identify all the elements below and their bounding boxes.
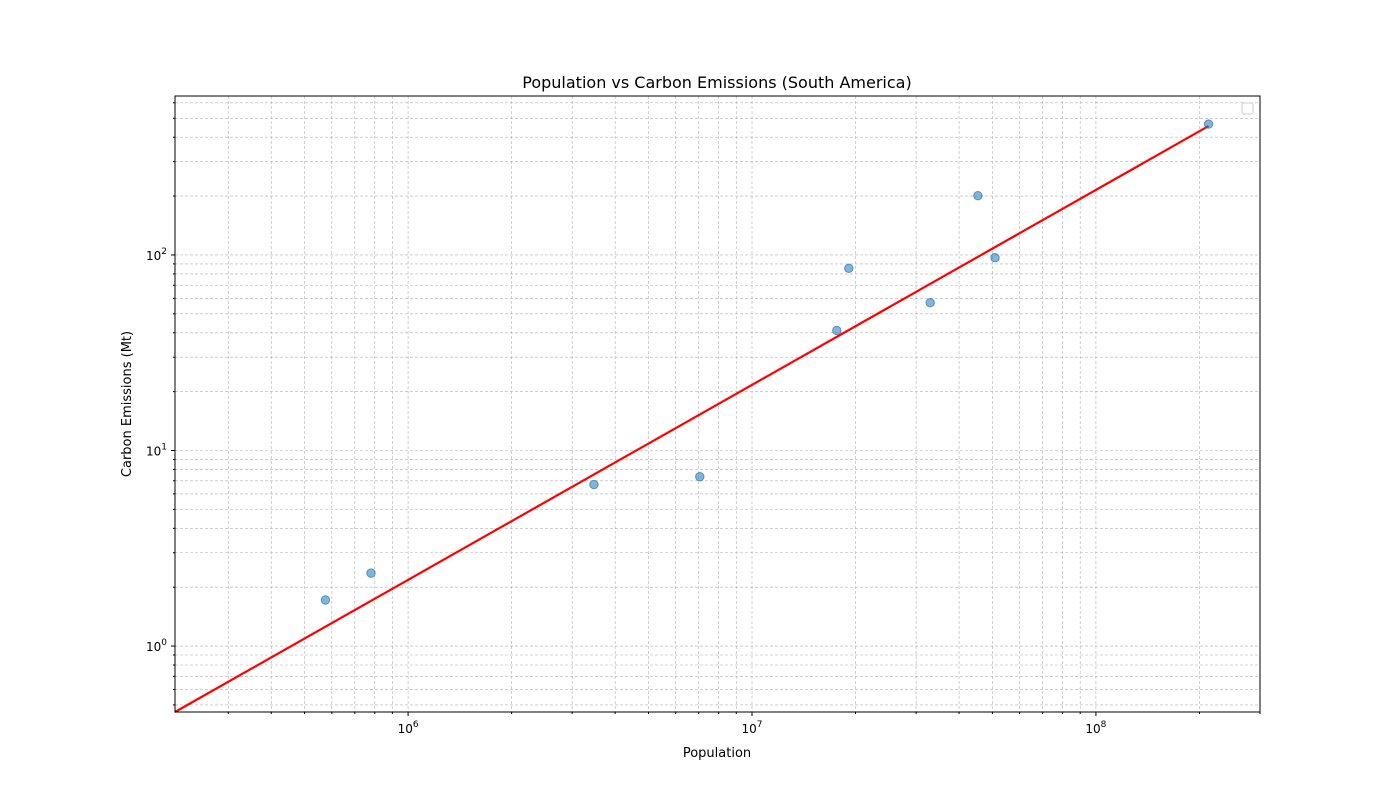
x-tick-label: 108 [1085, 720, 1106, 736]
plot-frame [174, 95, 1261, 713]
x-tick-label-exponent: 6 [413, 720, 419, 730]
data-point [973, 190, 983, 201]
y-tick-label-exponent: 1 [161, 443, 167, 453]
y-tick-label-base: 10 [146, 445, 161, 459]
fit-line-layer [174, 125, 1210, 713]
y-tick-label: 101 [146, 443, 167, 459]
y-tick-label-base: 10 [146, 640, 161, 654]
axis-ticks [171, 102, 1261, 716]
x-tick-label-exponent: 7 [757, 720, 763, 730]
fit-line [174, 125, 1210, 713]
data-point [695, 471, 705, 482]
data-point [832, 325, 842, 336]
y-tick-label: 100 [146, 638, 167, 654]
y-axis-label: Carbon Emissions (Mt) [120, 331, 135, 477]
data-point [589, 479, 599, 490]
data-point [366, 568, 376, 578]
data-point [925, 297, 935, 308]
legend-box [1241, 102, 1254, 115]
data-point [320, 595, 331, 605]
y-tick-label-exponent: 0 [161, 638, 167, 648]
x-tick-label-base: 10 [1085, 722, 1100, 736]
data-point [1203, 119, 1214, 129]
scatter-points [320, 119, 1214, 605]
data-point [844, 263, 854, 273]
y-tick-label-base: 10 [146, 249, 161, 263]
x-tick-label-base: 10 [741, 722, 756, 736]
x-tick-label: 106 [398, 720, 419, 736]
x-tick-label-base: 10 [398, 722, 413, 736]
x-tick-label: 107 [741, 720, 762, 736]
chart-title: Population vs Carbon Emissions (South Am… [522, 73, 911, 92]
y-tick-label: 102 [146, 247, 167, 263]
data-point [990, 253, 1000, 263]
y-tick-label-exponent: 2 [161, 247, 167, 257]
x-axis-label: Population [683, 746, 751, 761]
grid [175, 96, 1261, 712]
x-tick-label-exponent: 8 [1101, 720, 1107, 730]
